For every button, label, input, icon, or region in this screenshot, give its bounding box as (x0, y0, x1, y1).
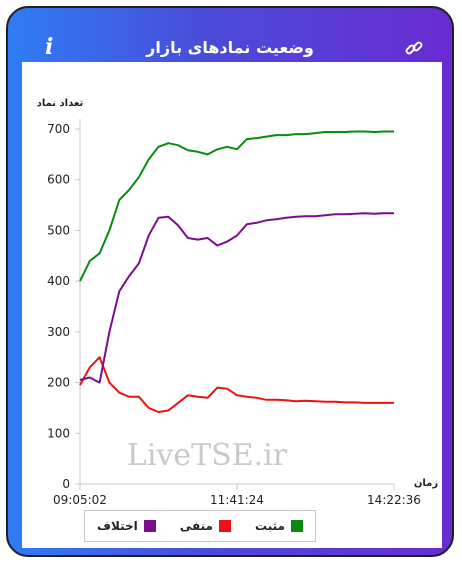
chart-panel: LiveTSE.ir 0 100 200 300 400 500 600 700 09:05:02… (22, 62, 442, 548)
y-axis-label: تعداد نماد (37, 98, 84, 109)
page-title: وضعیت نمادهای بازار (146, 38, 314, 57)
y-tick-label: 600 (47, 173, 70, 187)
y-tick-label: 300 (47, 325, 70, 339)
y-tick-label: 100 (47, 426, 70, 440)
y-tick-label: 200 (47, 376, 70, 390)
legend-swatch-positive (290, 520, 303, 532)
app-frame: i وضعیت نمادهای بازار LiveTSE.ir 0 100 200 3… (6, 6, 454, 557)
legend-label-difference: اختلاف (97, 519, 138, 533)
legend-label-negative: منفی (179, 519, 213, 533)
series-difference-line (79, 212, 394, 384)
series-negative-line (79, 356, 394, 413)
legend-swatch-difference (143, 520, 156, 532)
market-status-chart: LiveTSE.ir 0 100 200 300 400 500 600 700 09:05:02… (37, 98, 439, 507)
y-tick-label: 700 (47, 122, 70, 136)
y-tick-label: 0 (62, 477, 70, 491)
legend-item-difference[interactable]: اختلاف (97, 519, 156, 533)
info-icon[interactable]: i (45, 34, 54, 60)
y-tick-label: 500 (47, 223, 70, 237)
y-tick-label: 400 (47, 274, 70, 288)
legend-label-positive: مثبت (255, 519, 285, 533)
legend-item-negative[interactable]: منفی (180, 519, 231, 533)
watermark: LiveTSE.ir (127, 438, 288, 473)
legend-item-positive[interactable]: مثبت (255, 519, 303, 533)
x-tick-label: 14:22:36 (367, 493, 421, 507)
legend-swatch-negative (218, 520, 231, 532)
chart-legend: مثبت منفی اختلاف (84, 510, 316, 542)
x-tick-label: 09:05:02 (53, 493, 107, 507)
x-tick-label: 11:41:24 (210, 493, 264, 507)
link-icon[interactable] (404, 38, 424, 58)
x-axis-label: زمان (414, 478, 438, 489)
series-positive-line (79, 130, 394, 282)
